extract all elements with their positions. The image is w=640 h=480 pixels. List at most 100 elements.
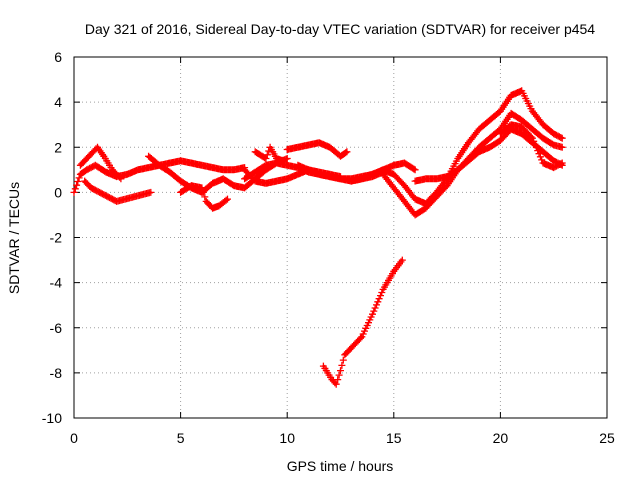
data-point bbox=[345, 150, 349, 153]
data-point bbox=[424, 206, 427, 210]
series-markers bbox=[177, 182, 231, 212]
x-tick-label: 10 bbox=[279, 430, 295, 446]
x-tick-label: 15 bbox=[386, 430, 402, 446]
series-arc-11 bbox=[319, 256, 406, 388]
data-point bbox=[520, 125, 523, 129]
data-point bbox=[254, 150, 257, 153]
data-point bbox=[179, 191, 182, 194]
series-arc-12 bbox=[347, 87, 566, 208]
data-point bbox=[222, 177, 225, 181]
data-point bbox=[89, 186, 93, 190]
data-point bbox=[531, 137, 534, 140]
data-point bbox=[371, 173, 374, 176]
data-point bbox=[168, 161, 172, 165]
x-axis-label: GPS time / hours bbox=[287, 458, 394, 474]
data-point bbox=[123, 197, 127, 201]
data-point bbox=[243, 168, 246, 172]
data-point bbox=[286, 148, 289, 151]
data-points bbox=[70, 87, 566, 388]
data-point bbox=[328, 175, 332, 178]
data-point bbox=[552, 159, 555, 162]
y-tick-labels: -10 -8 -6 -4 -2 0 2 4 6 bbox=[42, 49, 62, 426]
data-point bbox=[222, 168, 225, 172]
data-point bbox=[561, 137, 564, 140]
data-point bbox=[467, 159, 470, 162]
data-point bbox=[403, 184, 406, 187]
data-point bbox=[115, 200, 118, 203]
data-point bbox=[286, 177, 289, 181]
data-point bbox=[243, 186, 246, 190]
data-point bbox=[94, 164, 97, 167]
data-point bbox=[275, 179, 278, 183]
data-point bbox=[275, 161, 278, 165]
data-point bbox=[488, 146, 491, 149]
data-point bbox=[190, 161, 193, 165]
y-axis-label: SDTVAR / TECUs bbox=[6, 182, 22, 294]
series-arc-13 bbox=[379, 109, 566, 219]
series-arc-1 bbox=[70, 157, 249, 196]
data-point bbox=[307, 143, 310, 147]
series-markers bbox=[81, 177, 155, 205]
data-point bbox=[264, 157, 268, 160]
data-point bbox=[211, 182, 214, 185]
data-point bbox=[83, 179, 86, 183]
data-point bbox=[403, 161, 406, 165]
data-point bbox=[275, 157, 278, 160]
data-point bbox=[264, 168, 268, 172]
data-point bbox=[531, 128, 534, 131]
data-point bbox=[286, 164, 289, 167]
plot-frame bbox=[73, 56, 608, 419]
data-point bbox=[85, 157, 88, 160]
data-point bbox=[243, 177, 246, 181]
data-point bbox=[330, 378, 334, 381]
data-point bbox=[488, 118, 491, 122]
data-point bbox=[445, 175, 449, 178]
data-point bbox=[392, 270, 395, 273]
data-point bbox=[531, 141, 534, 144]
y-tick-label: -2 bbox=[50, 230, 63, 246]
data-point bbox=[371, 313, 374, 316]
data-point bbox=[85, 168, 88, 172]
data-point bbox=[392, 173, 395, 176]
x-tick-label: 0 bbox=[70, 430, 78, 446]
series-arc-4 bbox=[145, 152, 291, 196]
data-point bbox=[254, 179, 257, 183]
data-point bbox=[403, 200, 406, 203]
data-point bbox=[435, 195, 438, 199]
data-point bbox=[445, 184, 449, 187]
data-point bbox=[168, 170, 172, 174]
data-point bbox=[204, 200, 208, 203]
data-point bbox=[349, 179, 353, 183]
data-point bbox=[552, 143, 555, 147]
data-point bbox=[179, 159, 182, 162]
data-point bbox=[509, 112, 513, 115]
series-markers bbox=[145, 152, 291, 196]
x-tick-label: 25 bbox=[599, 430, 615, 446]
series-arc-3 bbox=[81, 177, 155, 205]
y-tick-label: -8 bbox=[50, 365, 63, 381]
series-arc-5 bbox=[177, 182, 231, 212]
data-point bbox=[456, 157, 459, 160]
data-point bbox=[413, 168, 417, 172]
data-point bbox=[456, 168, 459, 172]
data-point bbox=[401, 258, 404, 262]
data-point bbox=[477, 150, 481, 153]
data-point bbox=[520, 89, 523, 93]
data-point bbox=[349, 346, 353, 350]
data-point bbox=[149, 191, 152, 194]
data-point bbox=[200, 164, 204, 167]
data-point bbox=[477, 146, 481, 149]
data-point bbox=[200, 186, 204, 190]
data-point bbox=[477, 128, 481, 131]
data-point bbox=[296, 173, 300, 176]
data-point bbox=[435, 177, 438, 181]
data-point bbox=[488, 137, 491, 140]
data-point bbox=[119, 177, 123, 181]
data-point bbox=[307, 168, 310, 172]
data-point bbox=[392, 164, 395, 167]
series-arc-8 bbox=[251, 143, 287, 165]
data-point bbox=[520, 132, 523, 135]
data-point bbox=[509, 94, 513, 97]
data-point bbox=[499, 139, 502, 142]
